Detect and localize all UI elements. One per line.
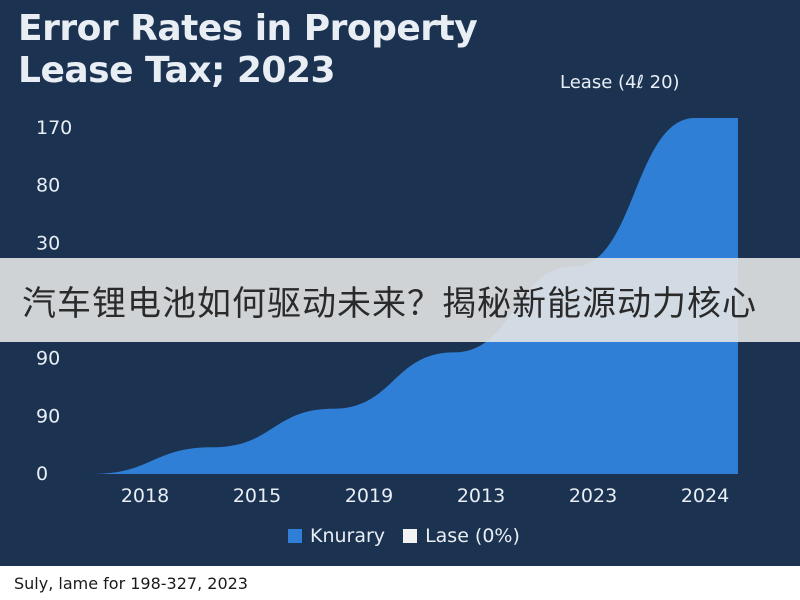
legend-item-lase: Lase (0%)	[403, 525, 520, 547]
legend-label-lase: Lase (0%)	[425, 525, 520, 547]
x-axis-ticks: 2018 2015 2019 2013 2023 2024	[121, 485, 729, 507]
x-tick-label: 2013	[457, 485, 505, 507]
watermark-banner: 汽车锂电池如何驱动未来？揭秘新能源动力核心	[0, 258, 800, 342]
chart-title: Error Rates in Property Lease Tax; 2023	[18, 8, 478, 91]
legend-swatch-lase	[403, 529, 418, 543]
source-bar: Suly, lame for 198-327, 2023	[0, 566, 800, 600]
x-tick-label: 2015	[233, 485, 281, 507]
legend-swatch-knurary	[288, 529, 302, 543]
legend-label-knurary: Knurary	[310, 525, 386, 547]
x-tick-label: 2018	[121, 485, 169, 507]
area-layer	[92, 118, 738, 474]
series-area-knurary	[92, 118, 738, 474]
y-tick-label: 90	[36, 405, 60, 427]
x-tick-label: 2019	[345, 485, 393, 507]
y-tick-label: 30	[36, 232, 60, 254]
x-tick-label: 2024	[681, 485, 729, 507]
y-tick-label: 90	[36, 348, 60, 370]
chart-annotation: Lease (4ℓ 20)	[560, 72, 680, 93]
source-note: Suly, lame for 198-327, 2023	[14, 574, 248, 593]
x-tick-label: 2023	[569, 485, 617, 507]
y-tick-label: 80	[36, 175, 60, 197]
y-tick-label: 170	[36, 117, 72, 139]
y-tick-label: 0	[36, 463, 48, 485]
legend: Knurary Lase (0%)	[288, 522, 520, 550]
y-axis-ticks: 170 80 30 90 90 0	[36, 117, 72, 485]
watermark-text: 汽车锂电池如何驱动未来？揭秘新能源动力核心	[22, 283, 757, 324]
legend-item-knurary: Knurary	[288, 525, 385, 547]
area-chart: 170 80 30 90 90 0 2018 2015 2019 2013 2023 2024	[36, 117, 738, 507]
